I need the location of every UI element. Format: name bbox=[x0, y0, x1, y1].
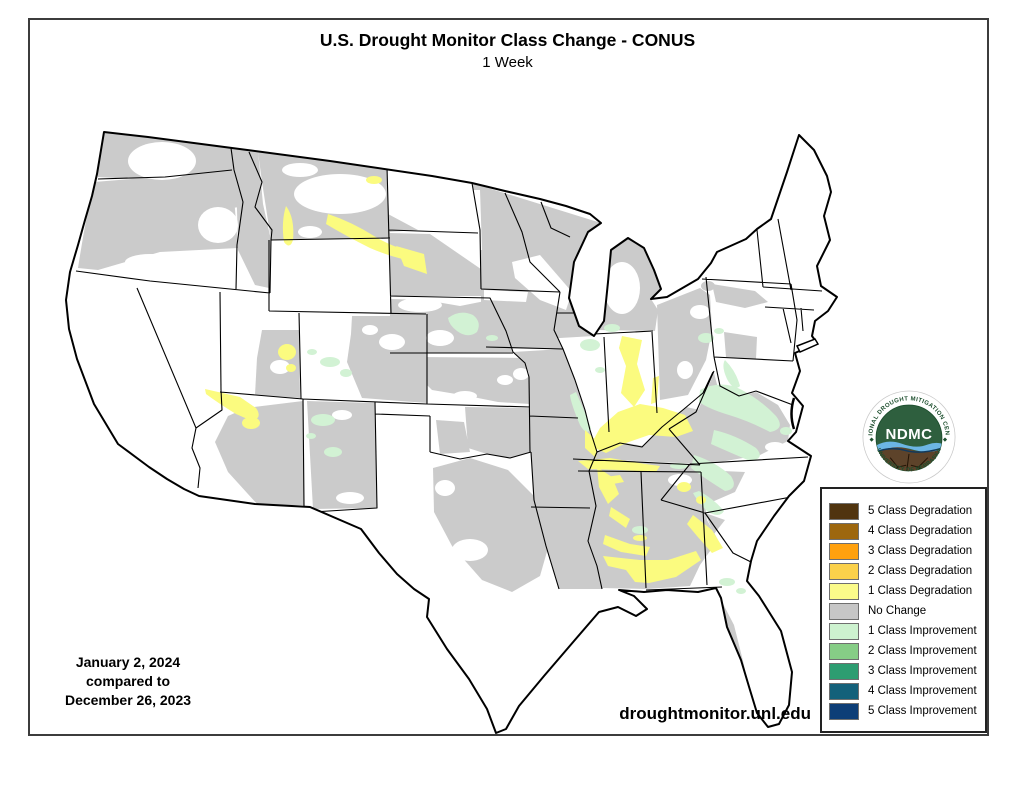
legend-swatch-1-class-degradation bbox=[829, 582, 859, 600]
legend-swatch-5-class-improvement bbox=[829, 702, 859, 720]
legend-item-1-class-degradation: 1 Class Degradation bbox=[822, 581, 985, 601]
logo-river-line bbox=[876, 447, 942, 453]
legend-item-2-class-degradation: 2 Class Degradation bbox=[822, 561, 985, 581]
legend-swatch-3-class-improvement bbox=[829, 662, 859, 680]
degradation-regions bbox=[205, 176, 723, 583]
legend-label: 4 Class Improvement bbox=[868, 685, 977, 697]
legend-swatch-4-class-improvement bbox=[829, 682, 859, 700]
legend-swatch-4-class-degradation bbox=[829, 522, 859, 540]
logo-diamond-left-icon: ◆ bbox=[870, 437, 875, 443]
legend-label: 1 Class Improvement bbox=[868, 625, 977, 637]
legend-swatch-3-class-degradation bbox=[829, 542, 859, 560]
legend: 5 Class Degradation 4 Class Degradation … bbox=[820, 487, 987, 733]
legend-swatch-2-class-degradation bbox=[829, 562, 859, 580]
ndmc-logo: NDMC NATIONAL DROUGHT MITIGATION CENTER … bbox=[862, 390, 956, 484]
legend-item-5-class-improvement: 5 Class Improvement bbox=[822, 701, 985, 721]
long-island bbox=[795, 338, 820, 353]
date-current: January 2, 2024 bbox=[75, 654, 181, 670]
logo-river bbox=[876, 441, 942, 453]
website-url: droughtmonitor.unl.edu bbox=[619, 704, 811, 723]
legend-item-4-class-degradation: 4 Class Degradation bbox=[822, 521, 985, 541]
comparison-dates: January 2, 2024 compared to December 26,… bbox=[30, 653, 226, 710]
legend-swatch-5-class-degradation bbox=[829, 502, 859, 520]
legend-item-3-class-improvement: 3 Class Improvement bbox=[822, 661, 985, 681]
legend-item-5-class-degradation: 5 Class Degradation bbox=[822, 501, 985, 521]
chesapeake-bay bbox=[790, 397, 796, 430]
state-borders bbox=[75, 147, 823, 591]
legend-label: 5 Class Improvement bbox=[868, 705, 977, 717]
unchanged-white-holes bbox=[125, 142, 785, 561]
page-title: U.S. Drought Monitor Class Change - CONU… bbox=[319, 30, 696, 50]
legend-label: No Change bbox=[868, 605, 927, 617]
legend-label: 4 Class Degradation bbox=[868, 525, 973, 537]
date-previous: December 26, 2023 bbox=[64, 692, 192, 708]
date-compared-label: compared to bbox=[85, 673, 170, 689]
legend-swatch-2-class-improvement bbox=[829, 642, 859, 660]
legend-item-no-change: No Change bbox=[822, 601, 985, 621]
legend-label: 1 Class Degradation bbox=[868, 585, 973, 597]
legend-item-1-class-improvement: 1 Class Improvement bbox=[822, 621, 985, 641]
legend-label: 5 Class Degradation bbox=[868, 505, 973, 517]
legend-item-2-class-improvement: 2 Class Improvement bbox=[822, 641, 985, 661]
legend-label: 2 Class Degradation bbox=[868, 565, 973, 577]
legend-rows: 5 Class Degradation 4 Class Degradation … bbox=[822, 489, 985, 721]
legend-swatch-1-class-improvement bbox=[829, 622, 859, 640]
conus-outline bbox=[65, 131, 838, 734]
legend-label: 3 Class Improvement bbox=[868, 665, 977, 677]
legend-item-4-class-improvement: 4 Class Improvement bbox=[822, 681, 985, 701]
legend-label: 3 Class Degradation bbox=[868, 545, 973, 557]
legend-swatch-no-change bbox=[829, 602, 859, 620]
page-subtitle: 1 Week bbox=[482, 54, 533, 71]
title-block: U.S. Drought Monitor Class Change - CONU… bbox=[28, 30, 987, 71]
legend-item-3-class-degradation: 3 Class Degradation bbox=[822, 541, 985, 561]
logo-diamond-right-icon: ◆ bbox=[943, 437, 948, 443]
logo-acronym: NDMC bbox=[886, 426, 933, 443]
legend-label: 2 Class Improvement bbox=[868, 645, 977, 657]
logo-cracks bbox=[882, 453, 936, 471]
logo-earth bbox=[876, 446, 942, 471]
